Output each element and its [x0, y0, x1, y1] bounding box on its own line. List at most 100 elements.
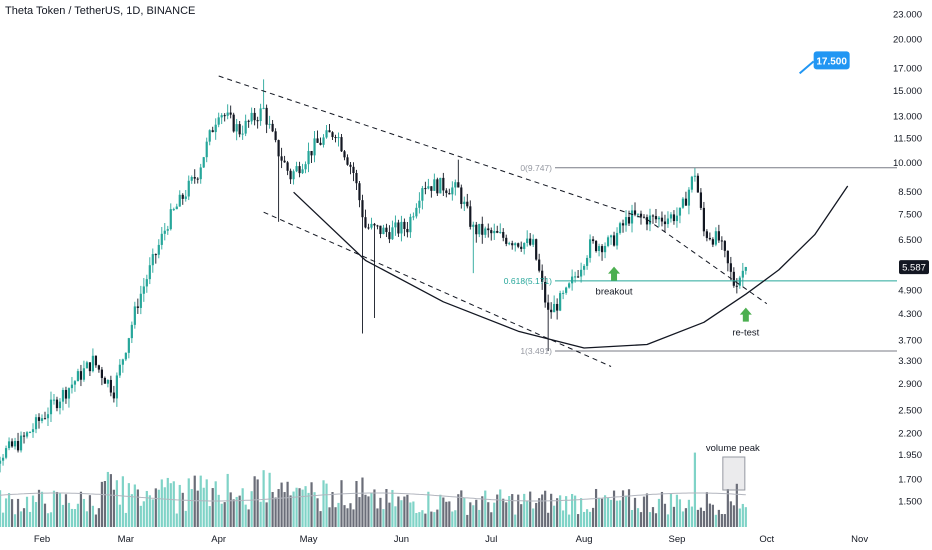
volume-bar [609, 499, 613, 527]
volume-bar [184, 510, 187, 527]
candle-body [235, 124, 238, 132]
candle-body [394, 222, 397, 228]
candle-body [744, 266, 747, 271]
candle-body [541, 270, 544, 282]
volume-bar [4, 498, 8, 527]
candle-body [481, 223, 484, 235]
candle-body [388, 232, 391, 240]
candle-body [223, 115, 226, 117]
candle-body [91, 355, 95, 372]
candle-body [184, 196, 187, 199]
y-tick-label: 1.950 [898, 450, 922, 461]
y-tick-label: 15.000 [893, 86, 922, 97]
candle-body [550, 309, 553, 313]
fib-level-label: 0.618(5.171) [504, 276, 552, 286]
candle-body [262, 107, 265, 109]
volume-bar [493, 502, 496, 527]
candle-body [55, 399, 59, 409]
volume-bar [151, 499, 154, 527]
volume-bar [702, 510, 705, 527]
candle-body [13, 440, 17, 447]
candle-body [681, 198, 685, 208]
volume-bar [645, 493, 649, 527]
volume-bar [460, 490, 463, 527]
candle-body [448, 193, 451, 195]
volume-bar [657, 498, 661, 527]
candle-body [0, 460, 2, 464]
x-tick-label: Jul [485, 534, 497, 545]
volume-bar [190, 489, 193, 527]
volume-bar [58, 493, 62, 527]
volume-bar [463, 497, 466, 527]
volume-bar [1, 512, 5, 527]
candle-body [370, 223, 373, 228]
volume-bar [726, 489, 729, 527]
volume-bar [154, 488, 157, 527]
candle-body [535, 239, 538, 260]
candle-body [696, 175, 700, 193]
volume-bar [457, 494, 460, 527]
candle-body [364, 217, 367, 228]
candle-body [289, 170, 292, 180]
candle-body [163, 230, 166, 234]
volume-peak-box [722, 456, 746, 491]
volume-bar [696, 509, 700, 527]
volume-bar [711, 504, 714, 527]
volume-bar [699, 507, 702, 527]
volume-ma-line [0, 492, 746, 502]
candle-body [403, 221, 406, 229]
y-tick-label: 11.500 [894, 133, 922, 144]
candle-body [4, 448, 8, 458]
volume-bar [577, 514, 580, 527]
target-label: 17.500 [816, 56, 847, 67]
candle-body [705, 231, 708, 238]
volume-bar [259, 501, 262, 527]
volume-bar [67, 502, 71, 527]
volume-bar [729, 501, 732, 527]
volume-bar [31, 495, 35, 527]
candle-body [346, 157, 349, 165]
volume-bar [7, 493, 11, 527]
volume-bar [274, 497, 277, 527]
volume-bar [238, 495, 241, 527]
candle-body [511, 243, 514, 246]
y-tick-label: 4.300 [898, 309, 922, 320]
candle-body [699, 192, 702, 208]
candle-body [556, 303, 559, 311]
candle-body [367, 227, 370, 229]
candle-body [298, 166, 301, 174]
volume-bar [40, 491, 44, 527]
volume-bar [520, 504, 523, 527]
volume-bar [223, 502, 226, 527]
volume-bar [481, 496, 484, 527]
candle-body [130, 324, 133, 339]
volume-bar [448, 501, 451, 527]
candle-body [145, 279, 148, 287]
volume-bar [10, 499, 14, 527]
candle-body [457, 182, 460, 188]
candle-body [211, 130, 214, 133]
candle-body [469, 206, 472, 227]
trend-line [218, 75, 648, 220]
volume-bar [121, 476, 124, 527]
volume-bar [651, 507, 655, 527]
candle-body [358, 183, 361, 201]
volume-bar [639, 512, 643, 527]
volume-bar [487, 502, 490, 527]
candle-body [46, 414, 50, 419]
candle-body [582, 265, 586, 270]
volume-bar [148, 495, 151, 527]
candle-body [690, 176, 694, 190]
volume-bar [591, 507, 595, 527]
volume-bar [690, 506, 694, 527]
volume-bar [693, 452, 697, 527]
volume-bar [208, 506, 211, 527]
y-tick-label: 3.700 [898, 336, 922, 347]
candle-body [304, 164, 307, 170]
volume-bar [196, 490, 199, 527]
candle-body [340, 137, 343, 152]
candle-body [310, 150, 313, 156]
volume-bar [565, 496, 568, 527]
volume-bar [109, 474, 112, 527]
volume-bar [723, 514, 726, 527]
